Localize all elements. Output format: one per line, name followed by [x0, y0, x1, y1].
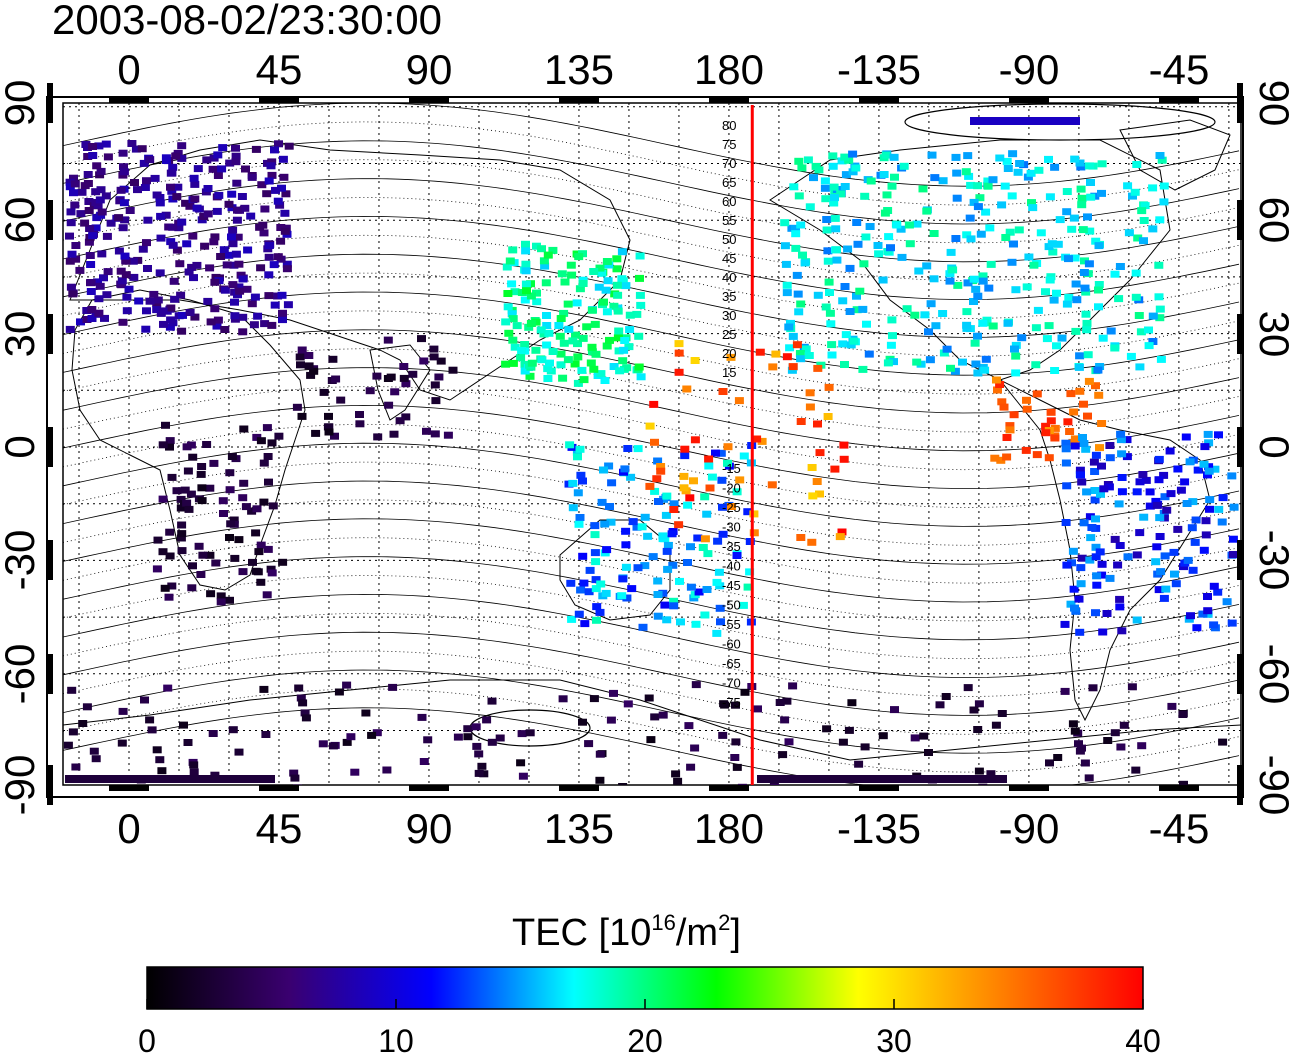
lat-lon-grid — [63, 103, 1241, 785]
colorbar-title: TEC [1016/m2] — [512, 910, 741, 954]
lat-label-right: 60 — [1251, 197, 1292, 244]
lon-label-bottom: 45 — [256, 805, 303, 852]
lat-label-right: 0 — [1251, 435, 1292, 458]
lat-label-right: -90 — [1251, 755, 1292, 816]
lon-label-bottom: -90 — [999, 805, 1060, 852]
bottom-lon-labels: 0 45 90 135 180 -135 -90 -45 — [117, 805, 1209, 852]
contour-label: 25 — [722, 327, 736, 342]
lon-label-top: 0 — [117, 46, 140, 93]
tec-data-cells — [63, 117, 1239, 785]
tec-region-north-america — [780, 150, 1169, 377]
contour-label: 35 — [722, 289, 736, 304]
contour-label: 65 — [722, 175, 736, 190]
tec-region-caribbean — [990, 376, 1107, 464]
lat-label-left: -60 — [0, 644, 43, 705]
contour-label: -40 — [722, 559, 741, 574]
contour-label: -75 — [722, 695, 741, 710]
timestamp-title: 2003-08-02/23:30:00 — [52, 0, 442, 43]
contour-label: -20 — [722, 481, 741, 496]
lat-label-left: 0 — [0, 435, 43, 458]
lon-label-bottom: 135 — [544, 805, 614, 852]
lon-label-bottom: -45 — [1149, 805, 1210, 852]
tec-region-africa-south — [152, 421, 288, 606]
tec-region-south-america — [1060, 430, 1239, 636]
contour-label: 15 — [722, 365, 736, 380]
lat-label-left: -30 — [0, 530, 43, 591]
colorbar-tick-label: 30 — [876, 1023, 912, 1057]
contour-label: 30 — [722, 308, 736, 323]
contour-label: 45 — [722, 251, 736, 266]
lon-label-top: 180 — [694, 46, 764, 93]
lat-label-left: 30 — [0, 311, 43, 358]
top-lon-labels: 0 45 90 135 180 -135 -90 -45 — [117, 46, 1209, 93]
lat-label-right: -60 — [1251, 644, 1292, 705]
contour-label: 40 — [722, 270, 736, 285]
contour-label: 20 — [722, 346, 736, 361]
contour-label: 50 — [722, 232, 736, 247]
contour-label: 80 — [722, 118, 736, 133]
coastlines — [63, 119, 1241, 761]
contour-label: -35 — [722, 539, 741, 554]
contour-label: -15 — [722, 461, 741, 476]
contour-label: -70 — [722, 676, 741, 691]
tec-region-japan-east-asia — [501, 240, 646, 387]
lat-label-right: 30 — [1251, 311, 1292, 358]
contour-label: -30 — [722, 520, 741, 535]
colorbar-tick-label: 40 — [1125, 1023, 1161, 1057]
colorbar-tick-label: 20 — [627, 1023, 663, 1057]
colorbar-tick-label: 0 — [138, 1023, 156, 1057]
contour-label: -65 — [722, 656, 741, 671]
contour-label: -50 — [722, 598, 741, 613]
contour-label: -60 — [722, 637, 741, 652]
lon-label-top: -45 — [1149, 46, 1210, 93]
tec-region-europe — [65, 140, 294, 336]
colorbar-tick-label: 10 — [378, 1023, 414, 1057]
contour-labels: 80 75 70 65 60 55 50 45 40 35 30 25 20 15 -15 -20 -25 -30… — [722, 118, 741, 710]
lon-label-top: -135 — [837, 46, 921, 93]
tec-region-pacific-hawaii — [645, 340, 849, 546]
lat-label-left: 90 — [0, 80, 43, 127]
lon-label-top: 135 — [544, 46, 614, 93]
contour-label: -25 — [722, 500, 741, 515]
lon-label-bottom: 0 — [117, 805, 140, 852]
lon-label-bottom: 180 — [694, 805, 764, 852]
left-lat-labels: 90 60 30 0 -30 -60 -90 — [0, 80, 43, 816]
lon-label-bottom: 90 — [406, 805, 453, 852]
contour-label: 70 — [722, 156, 736, 171]
lon-label-top: 90 — [406, 46, 453, 93]
lat-label-left: 60 — [0, 197, 43, 244]
lat-label-right: 90 — [1251, 80, 1292, 127]
right-lat-labels: 90 60 30 0 -30 -60 -90 — [1251, 80, 1292, 816]
colorbar-ticks: 0 10 20 30 40 — [138, 999, 1161, 1057]
contour-label: 75 — [722, 137, 736, 152]
lon-label-top: -90 — [999, 46, 1060, 93]
contour-label: -45 — [722, 578, 741, 593]
tec-region-india — [292, 335, 458, 441]
axis-ticks — [47, 83, 1243, 805]
contour-label: -55 — [722, 617, 741, 632]
contour-label: 60 — [722, 194, 736, 209]
lat-label-right: -30 — [1251, 530, 1292, 591]
lon-label-bottom: -135 — [837, 805, 921, 852]
lat-label-left: -90 — [0, 755, 43, 816]
lon-label-top: 45 — [256, 46, 303, 93]
contour-label: 55 — [722, 213, 736, 228]
